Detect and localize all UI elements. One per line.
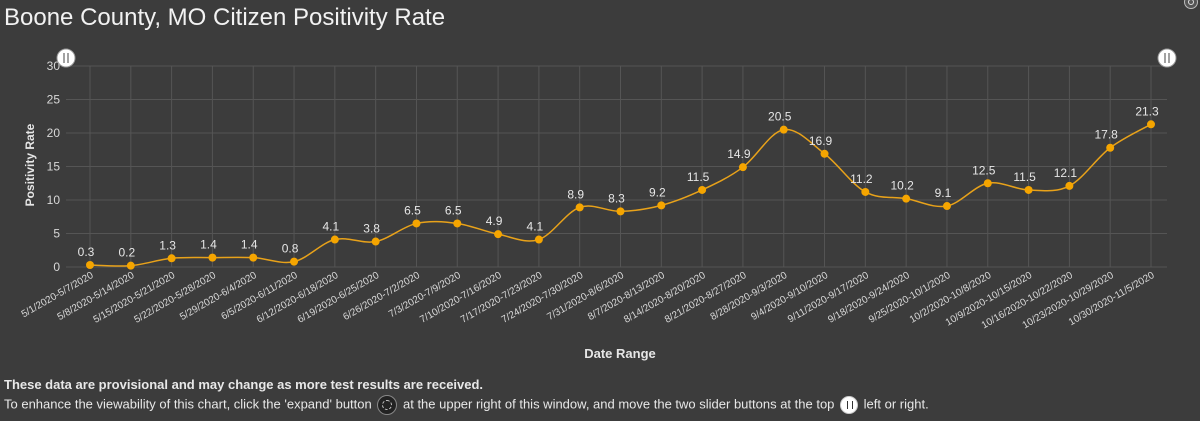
data-point[interactable] xyxy=(698,185,707,194)
data-label: 1.3 xyxy=(159,238,176,252)
data-point[interactable] xyxy=(249,253,258,262)
data-label: 16.9 xyxy=(809,134,833,148)
slider-right-handle[interactable] xyxy=(1157,48,1177,68)
y-tick-label: 20 xyxy=(47,126,61,140)
instructions-part-3: left or right. xyxy=(863,396,929,412)
data-label: 11.5 xyxy=(687,170,710,184)
instructions-note: To enhance the viewability of this chart… xyxy=(4,395,929,415)
data-label: 8.3 xyxy=(608,191,625,205)
slider-left-handle[interactable] xyxy=(56,48,76,68)
data-point[interactable] xyxy=(983,179,992,188)
data-label: 10.2 xyxy=(890,179,914,193)
data-point[interactable] xyxy=(126,261,135,270)
data-label: 3.8 xyxy=(363,222,380,236)
provisional-note: These data are provisional and may chang… xyxy=(4,377,484,392)
data-label: 20.5 xyxy=(768,110,792,124)
data-point[interactable] xyxy=(494,230,503,239)
y-axis: 0 5 10 15 20 25 30 xyxy=(47,59,61,274)
data-label: 0.2 xyxy=(118,246,135,260)
y-tick-label: 10 xyxy=(47,193,61,207)
data-point[interactable] xyxy=(942,202,951,211)
data-label: 21.3 xyxy=(1135,104,1159,118)
y-tick-label: 30 xyxy=(47,59,61,73)
data-point[interactable] xyxy=(330,235,339,244)
data-label: 4.1 xyxy=(323,220,340,234)
data-point[interactable] xyxy=(902,194,911,203)
data-point[interactable] xyxy=(820,149,829,158)
x-axis-ticks: 5/1/2020-5/7/20205/8/2020-5/14/20205/15/… xyxy=(20,270,1157,331)
data-point[interactable] xyxy=(371,237,380,246)
expand-icon[interactable] xyxy=(1184,0,1198,9)
data-label: 12.5 xyxy=(972,163,996,177)
notes-panel: These data are provisional and may chang… xyxy=(4,377,929,415)
y-tick-label: 25 xyxy=(47,93,61,107)
data-point[interactable] xyxy=(290,257,299,266)
data-label: 9.1 xyxy=(935,186,952,200)
data-point[interactable] xyxy=(657,201,666,210)
data-label: 12.1 xyxy=(1054,166,1078,180)
y-tick-label: 15 xyxy=(47,160,61,174)
data-point[interactable] xyxy=(1024,185,1033,194)
data-point[interactable] xyxy=(575,203,584,212)
data-label: 0.3 xyxy=(78,245,95,259)
data-label: 14.9 xyxy=(727,147,751,161)
data-label: 4.1 xyxy=(527,220,544,234)
data-point[interactable] xyxy=(167,254,176,263)
data-label: 9.2 xyxy=(649,185,666,199)
data-label: 4.9 xyxy=(486,214,503,228)
data-labels: 0.3 0.2 1.3 1.4 1.4 0.8 4.1 3.8 6.5 6.5 4.9 4.1 8.9 8… xyxy=(78,104,1159,259)
data-label: 8.9 xyxy=(567,187,584,201)
data-label: 1.4 xyxy=(241,238,258,252)
y-tick-label: 5 xyxy=(53,227,60,241)
data-label: 6.5 xyxy=(404,203,421,217)
data-point[interactable] xyxy=(1106,143,1115,152)
y-tick-label: 0 xyxy=(53,260,60,274)
instructions-part-1: To enhance the viewability of this chart… xyxy=(4,396,372,412)
data-point[interactable] xyxy=(534,235,543,244)
slider-handle-icon xyxy=(840,396,859,414)
grid-lines xyxy=(66,65,1167,268)
data-label: 1.4 xyxy=(200,238,217,252)
data-point[interactable] xyxy=(779,125,788,134)
data-label: 0.8 xyxy=(282,242,299,256)
data-point[interactable] xyxy=(738,163,747,172)
data-points xyxy=(86,120,1155,270)
data-label: 11.5 xyxy=(1013,170,1036,184)
data-point[interactable] xyxy=(86,260,94,269)
instructions-part-2: at the upper right of this window, and m… xyxy=(402,396,835,412)
data-point[interactable] xyxy=(861,187,870,196)
data-point[interactable] xyxy=(1147,120,1155,129)
data-point[interactable] xyxy=(616,207,625,216)
data-point[interactable] xyxy=(1065,181,1074,190)
data-label: 17.8 xyxy=(1095,128,1119,142)
y-axis-label: Positivity Rate xyxy=(23,123,37,206)
data-label: 6.5 xyxy=(445,203,462,217)
data-point[interactable] xyxy=(208,253,217,262)
expand-icon xyxy=(377,395,398,415)
data-point[interactable] xyxy=(453,219,462,228)
chart-title: Boone County, MO Citizen Positivity Rate xyxy=(4,4,446,31)
line-chart: 0 5 10 15 20 25 30 Positivity Rate 5/1/2020-5/… xyxy=(20,48,1177,361)
data-point[interactable] xyxy=(412,219,421,228)
data-label: 11.2 xyxy=(850,172,873,186)
x-axis-label: Date Range xyxy=(584,346,656,361)
